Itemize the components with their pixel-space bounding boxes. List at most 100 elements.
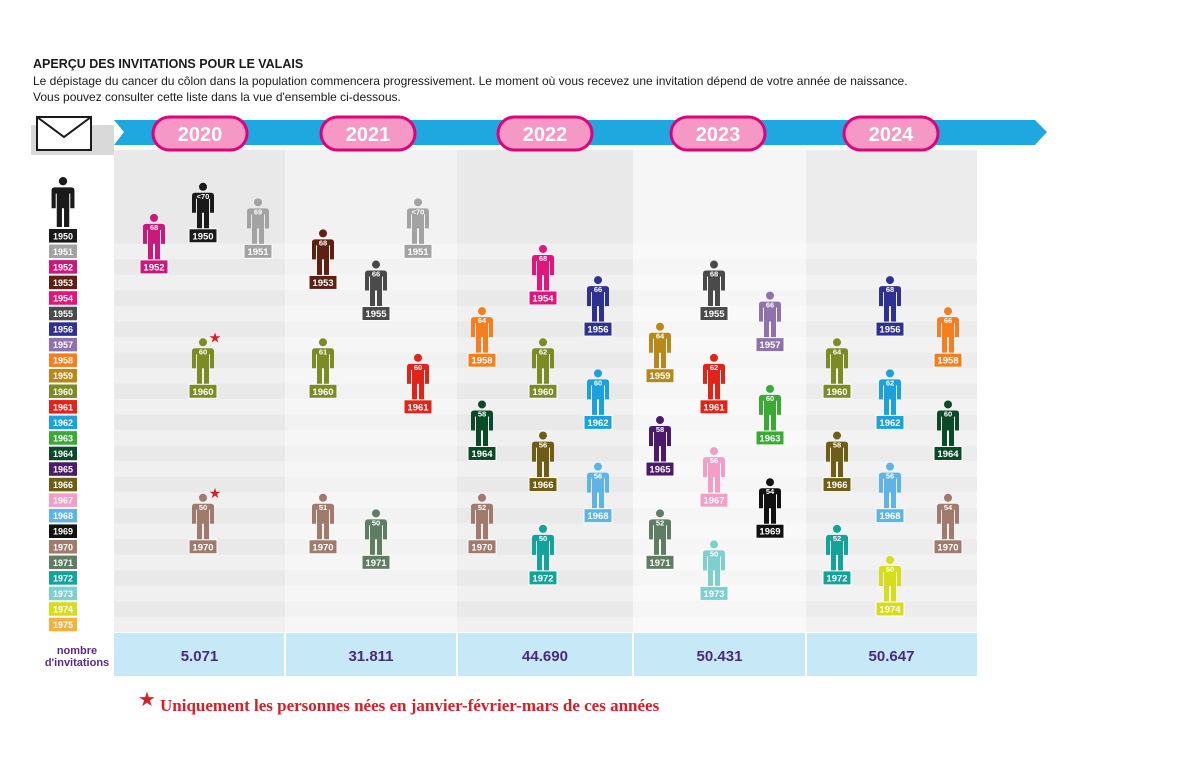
figure-birth-box xyxy=(188,228,218,244)
figure-birth-box xyxy=(933,539,963,555)
birth-year-row-1955: 1955 xyxy=(49,306,77,321)
person-icon xyxy=(471,307,493,356)
figure-age: 64 xyxy=(656,332,665,341)
person-body xyxy=(532,348,554,387)
person-head xyxy=(319,493,327,502)
person-icon xyxy=(826,524,848,573)
year-badge-2024: 2024 xyxy=(842,115,940,152)
figure-2023-1973: 50 1973 xyxy=(699,540,729,601)
person-body xyxy=(192,192,214,231)
person-icon xyxy=(937,307,959,356)
figure-birth-year: 1971 xyxy=(365,558,387,569)
figure-2024-1964: 60 1964 xyxy=(933,400,963,461)
person-icon xyxy=(937,400,959,449)
figure-birth-box xyxy=(583,508,613,524)
figure-birth-box xyxy=(403,399,433,415)
person-head xyxy=(886,555,894,564)
birth-year-swatch xyxy=(49,368,77,383)
figure-2020-1960: 60 1960 ★ xyxy=(188,330,221,399)
figure-2021-1961: 60 1961 xyxy=(403,353,433,415)
birth-year-row-1958: 1958 xyxy=(49,353,77,367)
person-head xyxy=(766,384,774,393)
figure-2021-1951: <70 1951 xyxy=(403,198,433,259)
figure-birth-year: 1966 xyxy=(532,480,553,491)
person-body xyxy=(879,565,901,604)
legend-person-icon xyxy=(51,177,75,227)
figure-birth-year: 1960 xyxy=(312,387,333,398)
birth-year-row-1969: 1969 xyxy=(49,524,77,538)
figure-birth-year: 1959 xyxy=(649,371,670,382)
year-badge-label: 2022 xyxy=(523,124,568,146)
birth-year-swatch xyxy=(49,415,77,430)
figure-birth-box xyxy=(188,539,218,555)
figure-2024-1958: 66 1958 xyxy=(933,307,963,368)
birth-year-label: 1954 xyxy=(53,293,73,303)
person-body xyxy=(587,379,609,418)
figure-age: 68 xyxy=(886,285,894,294)
person-body xyxy=(759,301,781,340)
row-stripe xyxy=(114,399,977,415)
figure-birth-year: 1970 xyxy=(312,542,333,553)
figure-birth-year: 1968 xyxy=(879,511,900,522)
figure-birth-year: 1958 xyxy=(471,356,492,367)
person-body xyxy=(826,441,848,480)
person-head xyxy=(594,369,602,378)
figure-age: 62 xyxy=(710,363,718,372)
birth-year-row-1967: 1967 xyxy=(49,493,77,507)
birth-year-swatch xyxy=(49,477,77,492)
birth-year-label: 1951 xyxy=(53,247,73,257)
figure-birth-box xyxy=(933,445,963,461)
person-head xyxy=(150,213,158,222)
birth-year-swatch xyxy=(49,337,77,352)
figure-birth-box xyxy=(822,383,852,399)
person-head xyxy=(199,182,207,191)
figure-2020-1970: 50 1970 ★ xyxy=(188,486,221,555)
figure-age: 58 xyxy=(478,409,486,418)
person-head xyxy=(710,353,718,362)
figure-birth-year: 1966 xyxy=(826,480,847,491)
birth-year-label: 1972 xyxy=(53,573,73,583)
figure-age: <70 xyxy=(412,207,425,216)
birth-year-row-1960: 1960 xyxy=(49,384,77,399)
figure-birth-box xyxy=(188,383,218,399)
person-icon xyxy=(703,353,725,402)
figure-birth-box xyxy=(528,383,558,399)
figure-birth-year: 1973 xyxy=(703,589,724,600)
figure-2023-1957: 66 1957 xyxy=(755,291,785,353)
birth-year-row-1953: 1953 xyxy=(49,275,77,290)
birth-year-swatch xyxy=(49,555,77,570)
envelope-icon xyxy=(31,116,114,155)
birth-year-swatch xyxy=(49,586,77,601)
figure-2022-1970: 52 1970 xyxy=(467,493,497,555)
figure-age: 54 xyxy=(766,487,775,496)
birth-year-label: 1965 xyxy=(53,465,73,475)
figure-age: 50 xyxy=(886,565,894,574)
birth-year-legend: 1950 1951 1952 1953 1954 1955 1956 1957 1958 1959… xyxy=(49,177,77,632)
figure-birth-box xyxy=(699,399,729,415)
birth-year-label: 1959 xyxy=(53,371,73,381)
person-icon xyxy=(879,369,901,418)
person-body xyxy=(471,503,493,542)
figure-age: 51 xyxy=(319,503,327,512)
figure-age: 68 xyxy=(710,270,718,279)
birth-year-row-1957: 1957 xyxy=(49,337,77,352)
person-body xyxy=(407,363,429,402)
year-badge-bg xyxy=(842,115,940,152)
figure-birth-box xyxy=(755,523,785,539)
person-head xyxy=(478,493,486,502)
year-badge-label: 2024 xyxy=(869,124,914,146)
person-icon xyxy=(532,244,554,293)
person-head xyxy=(833,431,841,440)
figure-age: 56 xyxy=(539,441,547,450)
person-icon xyxy=(532,524,554,573)
person-head xyxy=(254,198,262,207)
person-body xyxy=(649,332,671,371)
figure-2022-1954: 68 1954 xyxy=(528,244,558,306)
birth-year-row-1973: 1973 xyxy=(49,586,77,601)
birth-year-row-1956: 1956 xyxy=(49,322,77,336)
person-head xyxy=(478,400,486,409)
figure-birth-box xyxy=(583,414,613,430)
figure-birth-year: 1971 xyxy=(649,558,671,569)
year-badge-2021: 2021 xyxy=(319,115,417,152)
